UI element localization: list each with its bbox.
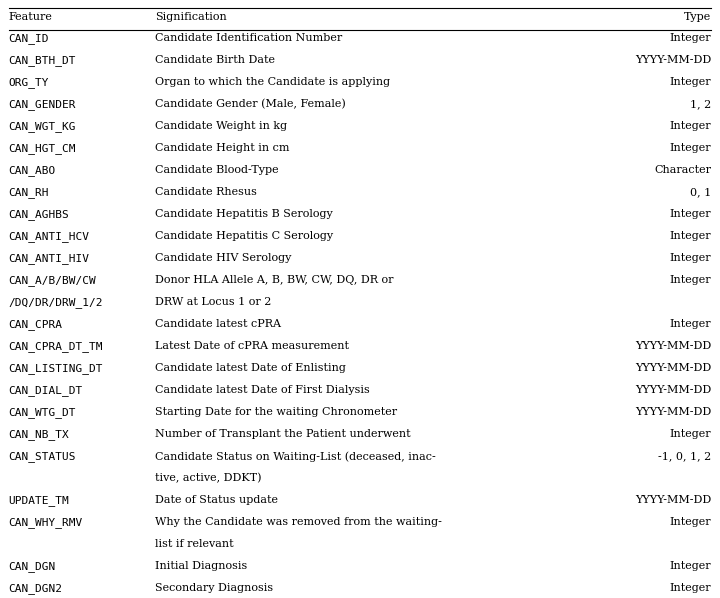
Text: Candidate Height in cm: Candidate Height in cm: [155, 143, 289, 153]
Text: Integer: Integer: [670, 561, 711, 571]
Text: YYYY-MM-DD: YYYY-MM-DD: [635, 341, 711, 351]
Text: Integer: Integer: [670, 77, 711, 87]
Text: Integer: Integer: [670, 517, 711, 527]
Text: Secondary Diagnosis: Secondary Diagnosis: [155, 583, 273, 593]
Text: Candidate Hepatitis B Serology: Candidate Hepatitis B Serology: [155, 209, 333, 219]
Text: 1, 2: 1, 2: [690, 99, 711, 109]
Text: Integer: Integer: [670, 121, 711, 131]
Text: Candidate Gender (Male, Female): Candidate Gender (Male, Female): [155, 99, 346, 109]
Text: CAN_WTG_DT: CAN_WTG_DT: [9, 407, 76, 418]
Text: Integer: Integer: [670, 429, 711, 439]
Text: CAN_WGT_KG: CAN_WGT_KG: [9, 121, 76, 132]
Text: YYYY-MM-DD: YYYY-MM-DD: [635, 55, 711, 65]
Text: Candidate Blood-Type: Candidate Blood-Type: [155, 165, 279, 175]
Text: CAN_STATUS: CAN_STATUS: [9, 451, 76, 462]
Text: Candidate latest Date of Enlisting: Candidate latest Date of Enlisting: [155, 363, 346, 373]
Text: Feature: Feature: [9, 12, 53, 22]
Text: Number of Transplant the Patient underwent: Number of Transplant the Patient underwe…: [155, 429, 410, 439]
Text: Candidate Status on Waiting-List (deceased, inac-: Candidate Status on Waiting-List (deceas…: [155, 451, 436, 462]
Text: Integer: Integer: [670, 253, 711, 263]
Text: CAN_A/B/BW/CW: CAN_A/B/BW/CW: [9, 275, 96, 286]
Text: Integer: Integer: [670, 209, 711, 219]
Text: Integer: Integer: [670, 583, 711, 593]
Text: CAN_ID: CAN_ID: [9, 33, 49, 44]
Text: CAN_ANTI_HIV: CAN_ANTI_HIV: [9, 253, 89, 264]
Text: Signification: Signification: [155, 12, 227, 22]
Text: CAN_BTH_DT: CAN_BTH_DT: [9, 55, 76, 66]
Text: CAN_AGHBS: CAN_AGHBS: [9, 209, 69, 220]
Text: Integer: Integer: [670, 275, 711, 285]
Text: CAN_DGN2: CAN_DGN2: [9, 583, 63, 594]
Text: Organ to which the Candidate is applying: Organ to which the Candidate is applying: [155, 77, 390, 87]
Text: Candidate Weight in kg: Candidate Weight in kg: [155, 121, 287, 131]
Text: Candidate Hepatitis C Serology: Candidate Hepatitis C Serology: [155, 231, 333, 241]
Text: Latest Date of cPRA measurement: Latest Date of cPRA measurement: [155, 341, 348, 351]
Text: Character: Character: [654, 165, 711, 175]
Text: ORG_TY: ORG_TY: [9, 77, 49, 88]
Text: Candidate latest Date of First Dialysis: Candidate latest Date of First Dialysis: [155, 385, 369, 395]
Text: Candidate Rhesus: Candidate Rhesus: [155, 187, 256, 197]
Text: UPDATE_TM: UPDATE_TM: [9, 495, 69, 506]
Text: Type: Type: [684, 12, 711, 22]
Text: CAN_WHY_RMV: CAN_WHY_RMV: [9, 517, 83, 528]
Text: YYYY-MM-DD: YYYY-MM-DD: [635, 407, 711, 417]
Text: CAN_DGN: CAN_DGN: [9, 561, 56, 572]
Text: Candidate Identification Number: Candidate Identification Number: [155, 33, 342, 43]
Text: Candidate Birth Date: Candidate Birth Date: [155, 55, 275, 65]
Text: CAN_ABO: CAN_ABO: [9, 165, 56, 176]
Text: list if relevant: list if relevant: [155, 539, 233, 549]
Text: Starting Date for the waiting Chronometer: Starting Date for the waiting Chronomete…: [155, 407, 397, 417]
Text: /DQ/DR/DRW_1/2: /DQ/DR/DRW_1/2: [9, 297, 103, 308]
Text: Integer: Integer: [670, 143, 711, 153]
Text: Candidate latest cPRA: Candidate latest cPRA: [155, 319, 281, 329]
Text: CAN_ANTI_HCV: CAN_ANTI_HCV: [9, 231, 89, 242]
Text: Initial Diagnosis: Initial Diagnosis: [155, 561, 247, 571]
Text: YYYY-MM-DD: YYYY-MM-DD: [635, 363, 711, 373]
Text: CAN_HGT_CM: CAN_HGT_CM: [9, 143, 76, 154]
Text: tive, active, DDKT): tive, active, DDKT): [155, 473, 261, 483]
Text: Why the Candidate was removed from the waiting-: Why the Candidate was removed from the w…: [155, 517, 441, 527]
Text: CAN_CPRA_DT_TM: CAN_CPRA_DT_TM: [9, 341, 103, 352]
Text: CAN_LISTING_DT: CAN_LISTING_DT: [9, 363, 103, 374]
Text: DRW at Locus 1 or 2: DRW at Locus 1 or 2: [155, 297, 271, 307]
Text: CAN_DIAL_DT: CAN_DIAL_DT: [9, 385, 83, 396]
Text: YYYY-MM-DD: YYYY-MM-DD: [635, 495, 711, 505]
Text: Integer: Integer: [670, 319, 711, 329]
Text: Integer: Integer: [670, 33, 711, 43]
Text: CAN_NB_TX: CAN_NB_TX: [9, 429, 69, 440]
Text: Integer: Integer: [670, 231, 711, 241]
Text: YYYY-MM-DD: YYYY-MM-DD: [635, 385, 711, 395]
Text: Donor HLA Allele A, B, BW, CW, DQ, DR or: Donor HLA Allele A, B, BW, CW, DQ, DR or: [155, 275, 393, 285]
Text: 0, 1: 0, 1: [690, 187, 711, 197]
Text: Date of Status update: Date of Status update: [155, 495, 278, 505]
Text: Candidate HIV Serology: Candidate HIV Serology: [155, 253, 291, 263]
Text: CAN_RH: CAN_RH: [9, 187, 49, 198]
Text: CAN_GENDER: CAN_GENDER: [9, 99, 76, 110]
Text: CAN_CPRA: CAN_CPRA: [9, 319, 63, 330]
Text: -1, 0, 1, 2: -1, 0, 1, 2: [658, 451, 711, 461]
